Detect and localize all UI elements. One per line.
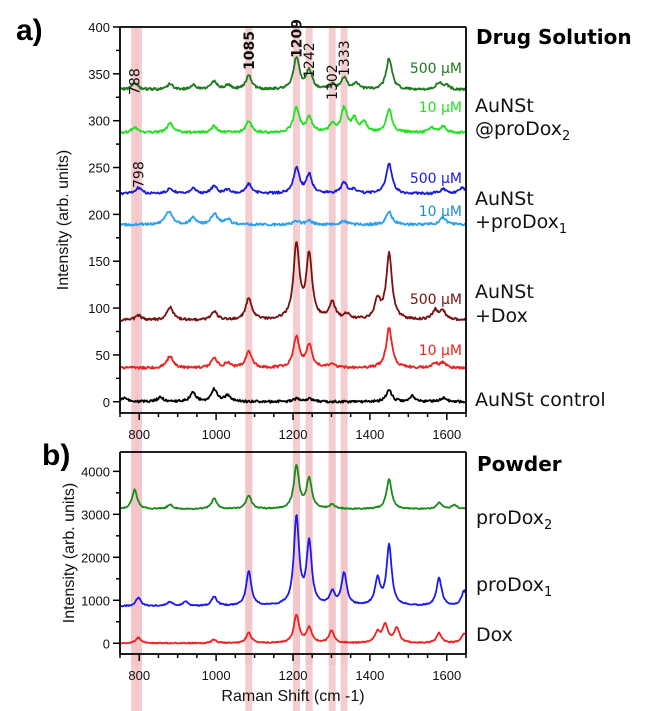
concentration-label: 500 µM [410,61,462,77]
concentration-label: 10 µM [419,204,462,220]
group-label-line2: +Dox [475,305,528,327]
y-tick-label: 200 [88,207,110,222]
peak-label-1085: 1085 [242,31,258,70]
series-line-a-5 [120,327,466,370]
x-tick-label: 800 [128,427,150,442]
panel-a-title: Drug Solution [476,25,632,49]
highlight-band-1085 [245,452,253,665]
panel-b-title: Powder [477,452,562,476]
series-line-a-2 [119,162,466,196]
series-group-a [119,56,467,404]
series-line-a-4 [120,241,467,322]
peak-label-1333: 1333 [337,40,353,76]
series-label-proDox2: proDox2 [476,507,552,533]
series-label-proDox1: proDox1 [476,574,552,600]
highlight-band-1209 [292,27,300,711]
series-line-a-1 [120,104,466,135]
y-tick-label: 0 [103,395,110,410]
peak-label-798: 798 [131,161,147,188]
x-tick-label: 1600 [432,427,461,442]
highlight-band-1302 [328,452,336,665]
group-label: AuNSt [475,188,534,210]
peak-label-1209: 1209 [289,19,305,58]
series-line-b-1 [120,514,467,608]
highlight-band-1209 [292,452,300,665]
x-tick-label: 1400 [355,668,384,683]
x-tick-label: 1000 [202,427,231,442]
y-tick-label: 300 [88,114,110,129]
series-label-Dox: Dox [476,624,513,646]
subscript: 1 [559,222,567,237]
panel-letter-a: a) [16,14,43,47]
y-tick-label: 400 [88,20,110,35]
x-axis-title: Raman Shift (cm -1) [221,688,364,705]
axes-a: 800 1000 1200 1400 1600 0 50 100 150 200 250 300 350… [88,20,467,442]
y-tick-label: 50 [96,348,110,363]
peak-label-1302: 1302 [325,64,341,100]
group-label-line2: +proDox1 [475,211,567,237]
y-tick-label: 0 [103,636,110,651]
concentration-label: 10 µM [419,100,462,116]
concentration-label: 500 µM [410,171,462,187]
y-axis-title: Intensity (arb. units) [55,150,72,291]
highlight-band-788 [131,27,139,711]
highlight-band-1333 [340,452,348,665]
concentration-label: 10 µM [419,343,462,359]
y-tick-label: 250 [88,161,110,176]
group-label: AuNSt control [475,389,606,411]
x-tick-label: 1000 [202,668,231,683]
series-line-b-2 [120,613,466,645]
panel-a: 800 1000 1200 1400 1600050100150200250300350… [16,14,632,711]
x-tick-label: 1200 [279,427,308,442]
group-label-line2: @proDox2 [475,118,570,144]
y-tick-label: 150 [88,254,110,269]
x-tick-label: 1200 [279,668,308,683]
y-axis-title: Intensity (arb. units) [61,483,78,624]
y-tick-label: 100 [88,301,110,316]
series-group-b [120,464,467,645]
panel-letter-b: b) [42,439,70,472]
x-tick-label: 800 [128,668,150,683]
subscript: 2 [562,129,570,144]
peak-label-788: 788 [128,68,144,95]
subscript: 1 [544,585,552,600]
highlight-band-788 [131,452,139,665]
subscript: 2 [544,518,552,533]
series-line-b-0 [120,464,466,511]
group-label: AuNSt [475,281,534,303]
labels-b: proDox2 proDox1 Dox Intensity (arb. units) [61,483,552,646]
axes-b: 800 1000 1200 1400 1600 0 1000 2000 3000 4000 [81,451,467,683]
x-tick-label: 1600 [432,668,461,683]
y-tick-label: 4000 [81,464,110,479]
panel-b: 800 1000 1200 1400 1600 0 1000 2000 3000 4000 pro… [42,439,562,705]
series-line-a-6 [119,387,466,404]
x-tick-label: 1400 [355,427,384,442]
peak-label-1242: 1242 [302,42,318,78]
concentration-label: 500 µM [410,292,462,308]
series-line-a-0 [120,56,467,92]
y-tick-label: 2000 [81,550,110,565]
y-tick-label: 350 [88,67,110,82]
highlight-bands-b [131,452,348,665]
highlight-band-1085 [245,27,253,711]
group-label: AuNSt [475,95,534,117]
highlight-band-1333 [340,27,348,711]
highlight-band-1242 [305,452,313,665]
series-line-a-3 [119,210,467,227]
highlight-band-1242 [305,27,313,711]
y-tick-label: 3000 [81,507,110,522]
highlight-band-1302 [328,27,336,711]
highlight-band-798 [134,452,142,665]
y-tick-label: 1000 [81,593,110,608]
